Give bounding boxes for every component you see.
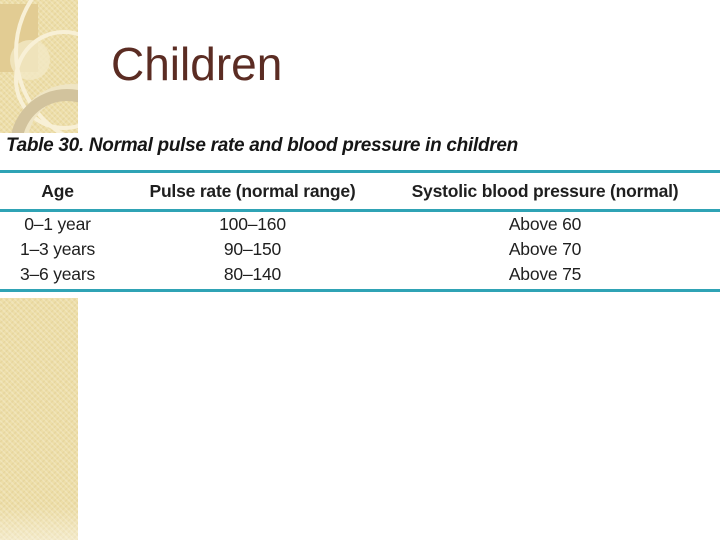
cell-systolic-bp: Above 70 [508, 239, 582, 259]
cell-pulse-rate: 90–150 [223, 239, 282, 259]
column-header-systolic-bp: Systolic blood pressure (normal) [411, 181, 679, 201]
table-header-rule [0, 209, 720, 212]
column-header-pulse-rate: Pulse rate (normal range) [149, 181, 356, 201]
table-row: 0–1 year 100–160 Above 60 [0, 212, 720, 237]
cell-pulse-rate: 100–160 [219, 214, 286, 234]
cell-systolic-bp: Above 60 [508, 214, 582, 234]
cell-age: 1–3 years [19, 239, 96, 259]
table-bottom-rule [0, 289, 720, 292]
cell-systolic-bp: Above 75 [508, 264, 582, 284]
cell-age: 3–6 years [19, 264, 96, 284]
cell-pulse-rate: 80–140 [223, 264, 282, 284]
slide-title: Children [111, 38, 283, 90]
table-figure: Table 30. Normal pulse rate and blood pr… [0, 133, 720, 298]
cell-age: 0–1 year [24, 214, 91, 234]
table-row: 1–3 years 90–150 Above 70 [0, 237, 720, 262]
table-body: 0–1 year 100–160 Above 60 1–3 years 90–1… [0, 212, 720, 287]
column-header-age: Age [41, 181, 74, 201]
table-top-rule [0, 170, 720, 173]
table-caption: Table 30. Normal pulse rate and blood pr… [6, 135, 518, 156]
table-row: 3–6 years 80–140 Above 75 [0, 262, 720, 287]
table-header-row: Age Pulse rate (normal range) Systolic b… [0, 175, 720, 207]
